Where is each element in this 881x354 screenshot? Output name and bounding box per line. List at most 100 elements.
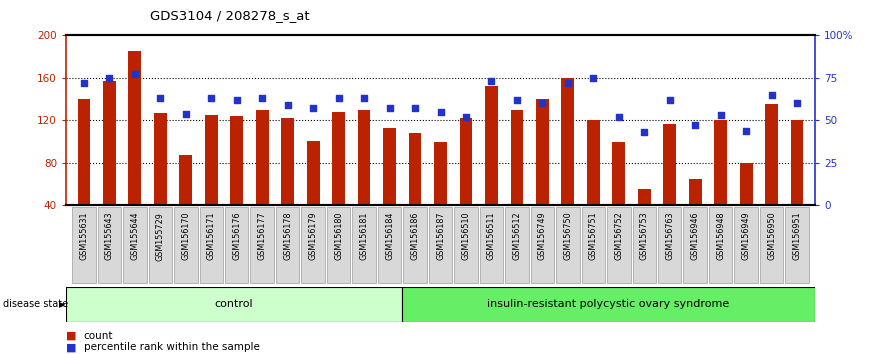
- Text: ■: ■: [66, 342, 77, 352]
- Point: [510, 97, 524, 103]
- Point: [561, 80, 575, 86]
- Bar: [511, 110, 523, 205]
- Bar: [689, 179, 701, 205]
- Point: [536, 101, 550, 106]
- Bar: [740, 163, 752, 205]
- Text: GDS3104 / 208278_s_at: GDS3104 / 208278_s_at: [150, 9, 309, 22]
- Text: GSM156949: GSM156949: [742, 212, 751, 260]
- Bar: [485, 86, 498, 205]
- FancyBboxPatch shape: [276, 207, 300, 283]
- Bar: [332, 112, 345, 205]
- Point: [204, 96, 218, 101]
- Bar: [358, 110, 370, 205]
- Bar: [180, 155, 192, 205]
- Point: [433, 109, 448, 115]
- Text: GSM156763: GSM156763: [665, 212, 674, 260]
- Text: GSM156181: GSM156181: [359, 212, 368, 260]
- Point: [357, 96, 371, 101]
- FancyBboxPatch shape: [225, 207, 248, 283]
- Point: [255, 96, 270, 101]
- Point: [765, 92, 779, 98]
- Point: [382, 105, 396, 111]
- Text: GSM156950: GSM156950: [767, 212, 776, 260]
- FancyBboxPatch shape: [174, 207, 197, 283]
- Point: [281, 102, 295, 108]
- Text: GSM156510: GSM156510: [462, 212, 470, 260]
- FancyBboxPatch shape: [658, 207, 682, 283]
- FancyBboxPatch shape: [301, 207, 325, 283]
- Text: GSM156951: GSM156951: [793, 212, 802, 260]
- Text: GSM156753: GSM156753: [640, 212, 648, 260]
- Point: [408, 105, 422, 111]
- Text: GSM156752: GSM156752: [614, 212, 623, 261]
- Point: [459, 114, 473, 120]
- Bar: [587, 120, 600, 205]
- Text: disease state: disease state: [3, 299, 68, 309]
- Text: GSM155644: GSM155644: [130, 212, 139, 260]
- Text: insulin-resistant polycystic ovary syndrome: insulin-resistant polycystic ovary syndr…: [487, 299, 729, 309]
- FancyBboxPatch shape: [327, 207, 351, 283]
- Point: [331, 96, 345, 101]
- FancyBboxPatch shape: [785, 207, 809, 283]
- Bar: [307, 141, 320, 205]
- Bar: [434, 142, 447, 205]
- Text: control: control: [215, 299, 254, 309]
- Text: GSM156512: GSM156512: [513, 212, 522, 260]
- FancyBboxPatch shape: [66, 287, 403, 322]
- Bar: [281, 118, 294, 205]
- Point: [179, 111, 193, 116]
- Bar: [383, 128, 396, 205]
- Point: [128, 72, 142, 77]
- FancyBboxPatch shape: [556, 207, 580, 283]
- Point: [714, 113, 728, 118]
- Text: GSM156170: GSM156170: [181, 212, 190, 260]
- FancyBboxPatch shape: [581, 207, 605, 283]
- FancyBboxPatch shape: [530, 207, 554, 283]
- Bar: [638, 189, 651, 205]
- FancyBboxPatch shape: [633, 207, 656, 283]
- Bar: [460, 118, 472, 205]
- FancyBboxPatch shape: [403, 207, 426, 283]
- Text: GSM155631: GSM155631: [79, 212, 88, 260]
- Point: [102, 75, 116, 81]
- Text: count: count: [84, 331, 113, 341]
- Point: [77, 80, 91, 86]
- Point: [663, 97, 677, 103]
- Text: GSM156750: GSM156750: [563, 212, 573, 260]
- Bar: [766, 104, 778, 205]
- Text: ▶: ▶: [59, 300, 65, 309]
- Point: [790, 101, 804, 106]
- FancyBboxPatch shape: [72, 207, 96, 283]
- Bar: [536, 99, 549, 205]
- Bar: [714, 120, 727, 205]
- Text: GSM156749: GSM156749: [538, 212, 547, 260]
- Text: GSM156186: GSM156186: [411, 212, 419, 260]
- Point: [586, 75, 600, 81]
- Bar: [78, 99, 90, 205]
- Bar: [561, 78, 574, 205]
- Text: GSM156178: GSM156178: [283, 212, 292, 260]
- FancyBboxPatch shape: [455, 207, 478, 283]
- FancyBboxPatch shape: [352, 207, 376, 283]
- Text: GSM155729: GSM155729: [156, 212, 165, 261]
- Point: [637, 130, 651, 135]
- FancyBboxPatch shape: [735, 207, 758, 283]
- FancyBboxPatch shape: [480, 207, 503, 283]
- Text: GSM156171: GSM156171: [207, 212, 216, 260]
- Text: GSM156946: GSM156946: [691, 212, 700, 260]
- Point: [306, 105, 320, 111]
- FancyBboxPatch shape: [505, 207, 529, 283]
- Text: GSM156184: GSM156184: [385, 212, 394, 260]
- Text: ■: ■: [66, 331, 77, 341]
- Bar: [103, 81, 115, 205]
- Point: [739, 128, 753, 133]
- FancyBboxPatch shape: [123, 207, 146, 283]
- FancyBboxPatch shape: [199, 207, 223, 283]
- Bar: [129, 51, 141, 205]
- Bar: [612, 142, 626, 205]
- Point: [230, 97, 244, 103]
- Text: GSM155643: GSM155643: [105, 212, 114, 260]
- Text: GSM156176: GSM156176: [233, 212, 241, 260]
- Bar: [230, 116, 243, 205]
- FancyBboxPatch shape: [684, 207, 707, 283]
